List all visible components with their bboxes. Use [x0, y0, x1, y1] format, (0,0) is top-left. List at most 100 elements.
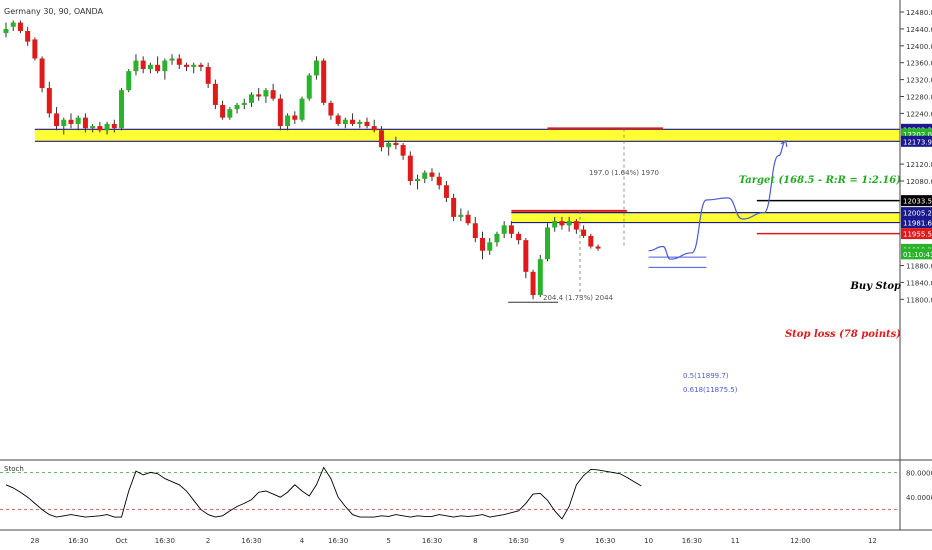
candle	[313, 56, 319, 80]
candle-body	[140, 60, 146, 70]
candle	[407, 151, 413, 186]
target-label: Target (168.5 - R:R = 1:2.16)	[739, 175, 902, 186]
candle-body	[321, 60, 327, 103]
price-badge	[901, 207, 932, 219]
candle-body	[126, 71, 132, 91]
candle-body	[472, 223, 478, 239]
candle	[133, 54, 139, 76]
candle-body	[227, 109, 233, 118]
time-tick-label: 10	[644, 537, 653, 545]
candle	[292, 111, 298, 124]
price-badge	[901, 195, 932, 207]
price-tick-label: 12120.0	[906, 161, 932, 169]
candle-body	[581, 229, 587, 236]
candle-body	[573, 221, 579, 230]
candle-body	[552, 221, 558, 228]
price-badge-label: 12033.5	[903, 198, 932, 206]
candle	[523, 238, 529, 279]
candle	[393, 136, 399, 150]
price-tick-label: 12480.0	[906, 9, 932, 17]
candle-body	[501, 225, 507, 234]
price-tick-label: 11800.0	[906, 296, 932, 304]
candle	[342, 117, 348, 129]
buy-stop-label: Buy Stop	[849, 281, 901, 292]
candle	[516, 231, 522, 245]
candle-body	[407, 155, 413, 181]
candle-body	[220, 104, 226, 118]
candle-body	[285, 115, 291, 127]
candle	[573, 219, 579, 234]
price-badge	[901, 248, 932, 260]
time-tick-label: 5	[386, 537, 390, 545]
candle	[422, 170, 428, 184]
time-tick-label: 12	[868, 537, 877, 545]
candle-body	[530, 271, 536, 296]
candle	[54, 107, 60, 131]
candle	[494, 231, 500, 247]
candle-body	[82, 117, 88, 129]
candle-body	[299, 98, 305, 120]
entry-zone	[511, 212, 900, 223]
candle-body	[133, 60, 139, 72]
measure1-label: 197.0 (1.64%) 1970	[589, 169, 659, 177]
candle-body	[357, 121, 363, 124]
candle-body	[32, 39, 38, 59]
candle-body	[155, 64, 161, 72]
stop-loss-label: Stop loss (78 points)	[785, 329, 901, 340]
time-tick-label: 8	[473, 537, 477, 545]
time-tick-label: Oct	[115, 537, 127, 545]
candle	[480, 231, 486, 260]
price-badge-label: 12005.2	[903, 210, 932, 218]
candle	[176, 54, 182, 70]
price-badge-label: 12202.0	[903, 131, 932, 139]
overlay-layer	[508, 127, 900, 303]
candle-body	[487, 242, 493, 251]
candle-body	[234, 104, 240, 110]
price-badge-label: 12173.9	[903, 138, 932, 146]
candle-body	[523, 240, 529, 272]
price-tick-label: 12400.0	[906, 43, 932, 51]
time-tick-label: 2	[206, 537, 210, 545]
candle-body	[191, 64, 197, 67]
candle-body	[46, 88, 52, 114]
candle-body	[378, 130, 384, 148]
price-tick-label: 12080.0	[906, 178, 932, 186]
time-tick-label: 16:30	[682, 537, 702, 545]
candle	[451, 193, 457, 222]
candle-body	[393, 142, 399, 146]
target-zone	[34, 129, 900, 142]
price-tick-label: 12320.0	[906, 77, 932, 85]
candle	[241, 98, 247, 110]
candle-body	[3, 28, 9, 34]
time-tick-label: 9	[560, 537, 564, 545]
candle-body	[97, 126, 103, 131]
stoch-k-line	[5, 466, 642, 520]
candle-body	[270, 90, 276, 99]
candle	[147, 62, 153, 74]
candle-body	[328, 102, 334, 116]
candle-body	[10, 22, 16, 27]
time-tick-label: 16:30	[509, 537, 529, 545]
stoch-tick-label: 80.0000	[906, 469, 932, 477]
candle	[299, 96, 305, 122]
candle-body	[306, 75, 312, 99]
candle-body	[465, 214, 471, 224]
candle	[371, 119, 377, 133]
candle-body	[350, 119, 356, 124]
candle-body	[212, 83, 218, 105]
candle	[191, 62, 197, 74]
price-badge-label: 11981.6	[903, 220, 932, 228]
candle-body	[256, 94, 262, 97]
candle-body	[248, 94, 254, 103]
price-tick-label: 12280.0	[906, 94, 932, 102]
candle	[61, 117, 67, 135]
candle	[68, 113, 74, 129]
candle	[508, 221, 514, 239]
candle-body	[386, 142, 392, 148]
candle-body	[422, 172, 428, 179]
candle	[357, 119, 363, 129]
candle-body	[516, 233, 522, 241]
candle-body	[595, 246, 601, 249]
time-tick-label: 16:30	[155, 537, 175, 545]
